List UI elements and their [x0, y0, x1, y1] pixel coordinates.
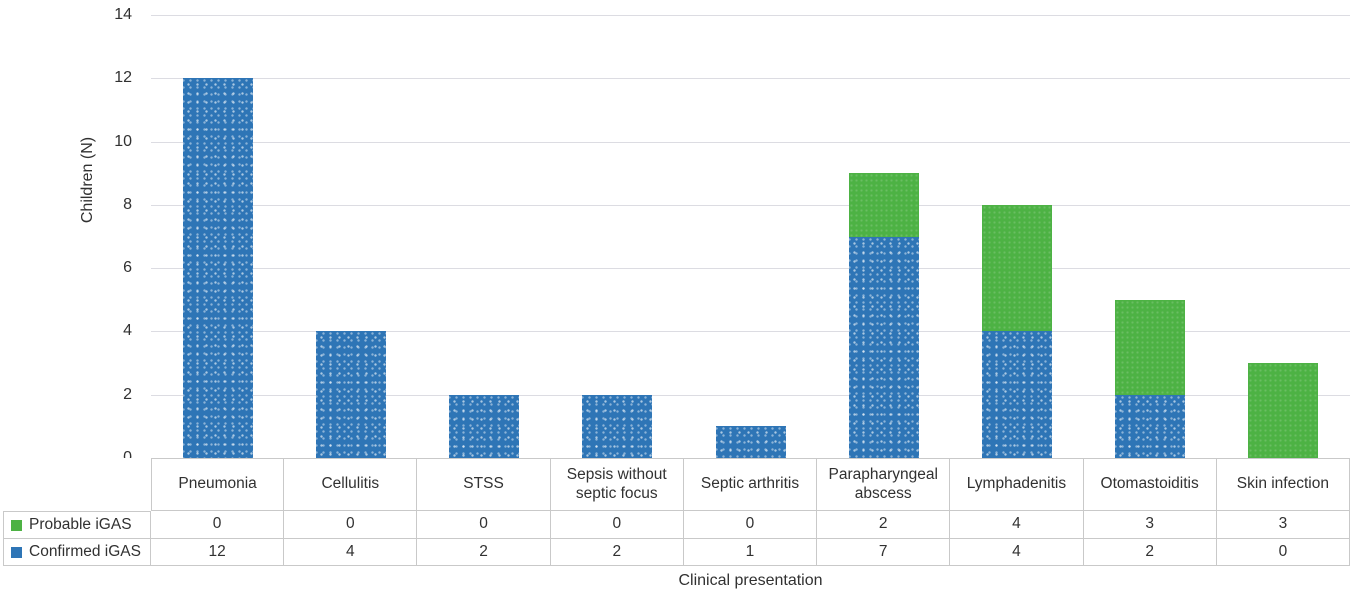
y-tick-label: 2 [123, 385, 132, 403]
gridline [151, 268, 1350, 270]
table-value-cell: 4 [950, 511, 1084, 539]
bar-segment-confirmed-igas [182, 78, 253, 458]
table-value-cell: 4 [950, 539, 1084, 566]
category-header: Lymphadenitis [950, 458, 1084, 511]
category-header: Sepsis without septic focus [550, 458, 684, 511]
bar-segment-confirmed-igas [315, 331, 386, 458]
y-tick-label: 0 [88, 448, 132, 468]
bar-segment-confirmed-igas [1115, 394, 1186, 458]
table-value-cell: 0 [417, 511, 551, 539]
table-corner-empty [3, 458, 151, 511]
category-header: Otomastoiditis [1083, 458, 1217, 511]
category-header: STSS [417, 458, 551, 511]
bar-segment-confirmed-igas [449, 394, 520, 458]
category-header: Septic arthritis [683, 458, 818, 511]
table-value-cell: 0 [683, 511, 818, 539]
legend-cell-probable-igas: Probable iGAS [3, 511, 151, 539]
table-value-cell: 3 [1083, 511, 1217, 539]
table-value-cell: 12 [151, 539, 285, 566]
legend-cell-confirmed-igas: Confirmed iGAS [3, 539, 151, 566]
gridline [151, 204, 1350, 206]
table-value-cell: 2 [817, 511, 951, 539]
data-table: Pneumonia Cellulitis STSS Sepsis without se… [3, 458, 1350, 566]
bar-segment-confirmed-igas [981, 331, 1052, 458]
gridline [151, 78, 1350, 80]
y-tick-label: 14 [114, 6, 132, 23]
table-value-cell: 2 [1083, 539, 1217, 566]
table-value-cell: 4 [284, 539, 418, 566]
legend-swatch-icon [11, 519, 22, 531]
table-value-cell: 2 [550, 539, 684, 566]
y-tick-label: 10 [114, 132, 132, 150]
legend-label: Probable iGAS [29, 515, 132, 533]
y-tick-label: 12 [114, 69, 132, 87]
gridline [151, 15, 1350, 16]
table-value-cell: 2 [417, 539, 551, 566]
bar-segment-probable-igas [981, 204, 1052, 332]
table-value-cell: 0 [284, 511, 418, 539]
bar-segment-probable-igas [1248, 363, 1319, 458]
table-value-cell: 1 [683, 539, 818, 566]
gridline [151, 141, 1350, 143]
bar-segment-confirmed-igas [582, 394, 653, 458]
table-value-cell: 7 [817, 539, 951, 566]
table-value-cell: 0 [1216, 539, 1350, 566]
bar-segment-confirmed-igas [848, 236, 919, 458]
legend-label: Confirmed iGAS [29, 542, 141, 560]
category-header: Pneumonia [151, 458, 285, 511]
category-header: Cellulitis [284, 458, 418, 511]
table-value-cell: 0 [550, 511, 684, 539]
bar-segment-confirmed-igas [715, 426, 786, 458]
bar-segment-probable-igas [848, 173, 919, 237]
legend-swatch-icon [11, 546, 22, 558]
table-value-cell: 0 [151, 511, 285, 539]
bar-segment-probable-igas [1115, 299, 1186, 395]
gridline [151, 331, 1350, 333]
table-value-cell: 3 [1216, 511, 1350, 539]
category-header: Parapharyngeal abscess [817, 458, 951, 511]
x-axis-title: Clinical presentation [678, 572, 823, 589]
category-header: Skin infection [1216, 458, 1350, 511]
y-tick-label: 6 [123, 259, 132, 277]
gridline [151, 394, 1350, 396]
y-tick-label: 4 [123, 322, 132, 340]
plot-area [151, 15, 1350, 458]
y-tick-label: 8 [123, 195, 132, 213]
